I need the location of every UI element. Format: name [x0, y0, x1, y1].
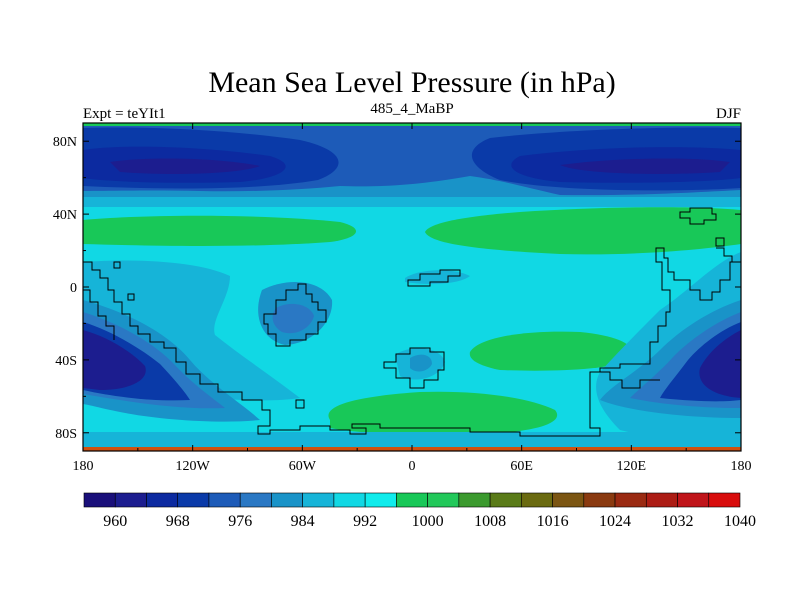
south-core-east	[699, 330, 741, 398]
colorbar-label: 968	[166, 513, 190, 530]
colorbar-swatch	[364, 492, 397, 508]
colorbar-swatch	[552, 492, 585, 508]
colorbar-label: 1032	[662, 513, 694, 530]
x-tick-label: 60W	[289, 459, 317, 474]
coastline-west-continent	[83, 247, 741, 437]
chart-title: Mean Sea Level Pressure (in hPa)	[208, 66, 615, 99]
high-north-east	[425, 207, 741, 255]
colorbar-swatch	[458, 492, 491, 508]
case-label: 485_4_MaBP	[370, 101, 453, 117]
colorbar-label: 1008	[474, 513, 506, 530]
tropic-low-africa-core	[410, 354, 432, 372]
colorbar-swatch	[489, 492, 522, 508]
colorbar-swatch	[208, 492, 241, 508]
colorbar-label: 984	[291, 513, 315, 530]
x-tick-label: 180	[73, 459, 94, 474]
coastline-east-small	[715, 237, 725, 247]
colorbar-swatch	[396, 492, 428, 508]
north-deep-east	[560, 158, 730, 174]
coastline-east-north	[679, 207, 717, 225]
x-tick-label: 180	[731, 459, 752, 474]
high-south-center	[328, 391, 558, 435]
x-tick-label: 120E	[617, 459, 647, 474]
x-axis: 180 120W 60W 0 60E 120E 180	[73, 123, 752, 474]
pressure-field	[83, 123, 741, 451]
coastline-east-arc	[716, 247, 741, 263]
colorbar-swatch	[677, 492, 710, 508]
coastline-center-continent	[263, 283, 327, 347]
colorbar: 960 968 976 984 992 1000 1008 1016 1024 1032 1040	[83, 492, 756, 530]
colorbar-label: 1016	[537, 513, 569, 530]
x-tick-label: 0	[409, 459, 416, 474]
colorbar-label: 992	[353, 513, 377, 530]
x-tick-label: 120W	[176, 459, 211, 474]
colorbar-swatch	[83, 492, 116, 508]
colorbar-swatch	[645, 492, 678, 508]
high-south-east	[469, 331, 633, 371]
coastline-west-edge	[83, 289, 115, 340]
colorbar-swatch	[521, 492, 553, 508]
colorbar-swatch	[333, 492, 366, 508]
coastline-north-island	[407, 269, 461, 287]
colorbar-swatch	[302, 492, 335, 508]
colorbar-label: 960	[103, 513, 127, 530]
colorbar-swatch	[114, 492, 147, 508]
high-north-west	[83, 215, 357, 246]
tropic-low-center-core	[272, 303, 314, 334]
coastline-island-b	[127, 293, 135, 301]
coastlines	[83, 207, 741, 437]
y-tick-label: 40S	[55, 354, 77, 369]
colorbar-swatch	[239, 492, 272, 508]
y-tick-label: 80S	[55, 427, 77, 442]
coastline-africa	[383, 347, 445, 389]
north-deep-west	[110, 158, 260, 174]
y-axis: 80N 40N 0 40S 80S	[53, 135, 741, 442]
colorbar-swatch	[708, 492, 741, 508]
experiment-label: Expt = teYIt1	[83, 106, 166, 122]
x-tick-label: 60E	[510, 459, 533, 474]
south-core-west	[83, 330, 146, 390]
season-label: DJF	[716, 106, 741, 122]
colorbar-swatch	[177, 492, 210, 508]
coastline-small-island	[295, 399, 305, 409]
colorbar-swatch	[271, 492, 303, 508]
coastline-island-a	[113, 261, 121, 269]
coastline-south-east-shelf	[600, 371, 660, 389]
y-tick-label: 40N	[53, 208, 77, 223]
colorbar-label: 976	[228, 513, 252, 530]
y-tick-label: 80N	[53, 135, 77, 150]
colorbar-swatch	[614, 492, 647, 508]
colorbar-swatch	[427, 492, 460, 508]
colorbar-swatch	[146, 492, 179, 508]
colorbar-label: 1000	[412, 513, 444, 530]
colorbar-label: 1040	[724, 513, 756, 530]
colorbar-swatch	[583, 492, 616, 508]
colorbar-label: 1024	[599, 513, 631, 530]
antarctic-rim-light	[83, 432, 741, 451]
y-tick-label: 0	[70, 281, 77, 296]
